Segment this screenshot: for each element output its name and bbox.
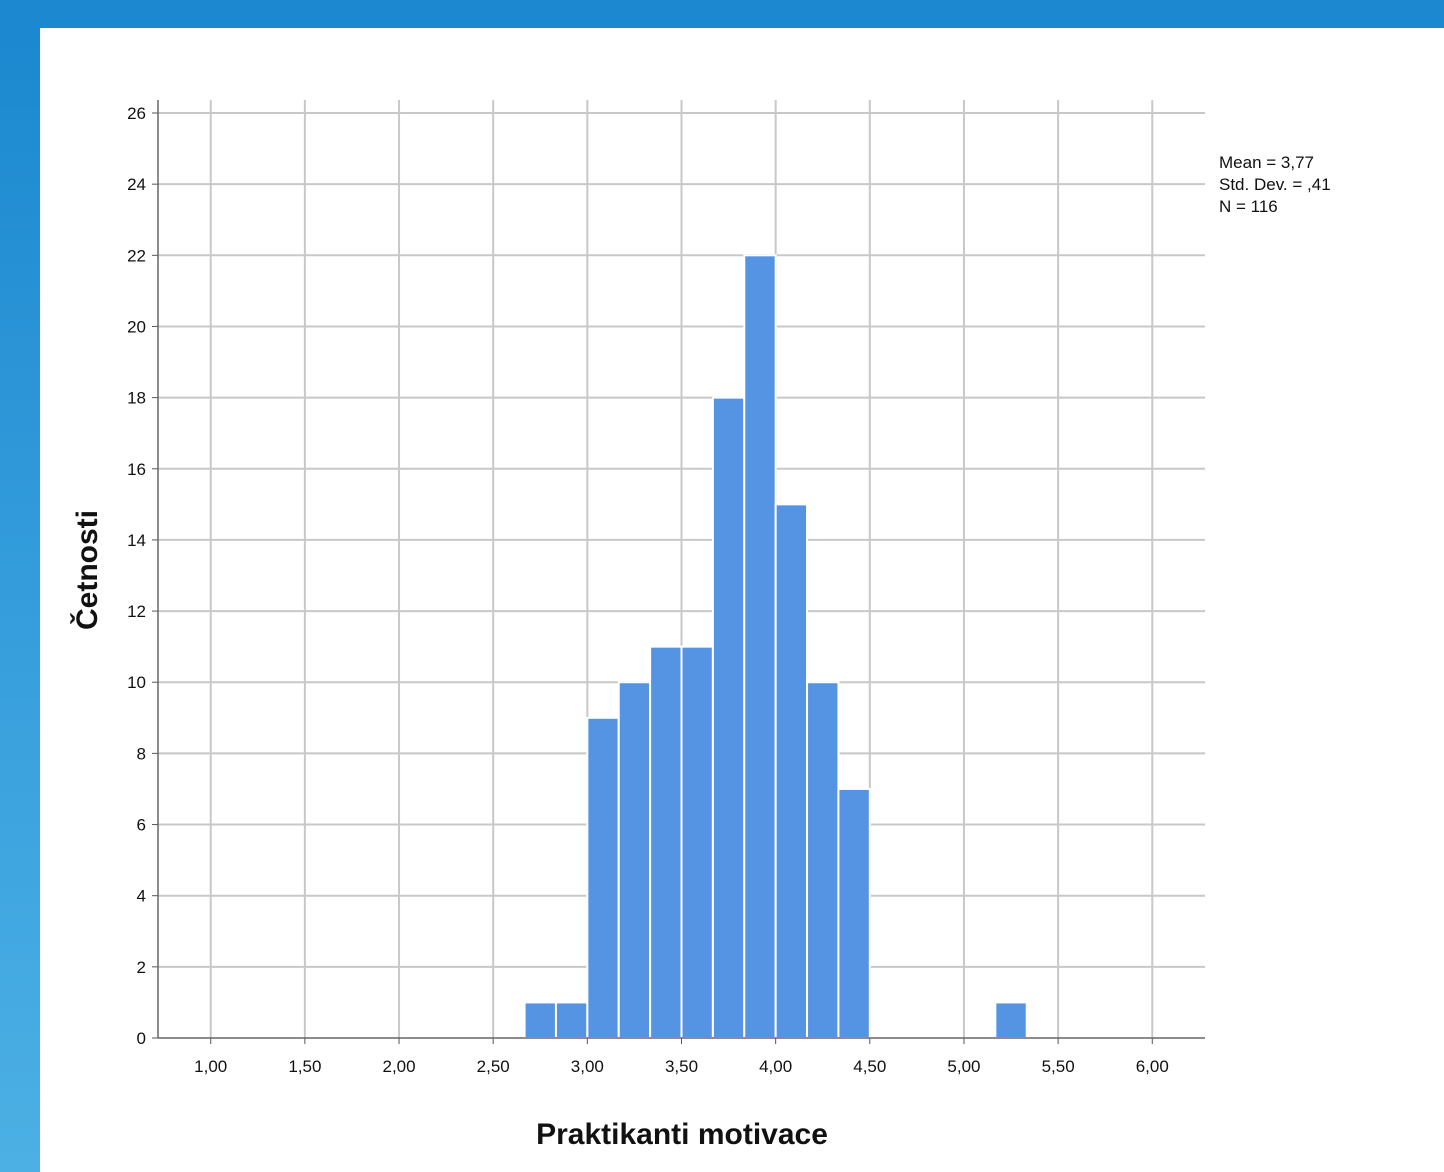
x-tick-labels: 1,00 1,50 2,00 2,50 3,00 3,50 4,00 4,50 5,00 5,50… (194, 1057, 1169, 1076)
x-tick-label: 6,00 (1136, 1057, 1169, 1076)
stats-std-dev: Std. Dev. = ,41 (1219, 175, 1331, 194)
histogram-bar (995, 1002, 1026, 1038)
y-axis-title: Četnosti (70, 510, 104, 630)
y-tick-label: 22 (127, 246, 146, 265)
stats-mean: Mean = 3,77 (1219, 153, 1314, 172)
y-tick-label: 4 (137, 887, 146, 906)
x-tick-label: 3,50 (665, 1057, 698, 1076)
histogram-bar (713, 398, 744, 1038)
histogram-bar (682, 647, 713, 1038)
y-tick-label: 8 (137, 744, 146, 763)
y-tick-label: 16 (127, 460, 146, 479)
x-axis-title: Praktikanti motivace (536, 1118, 828, 1151)
histogram-bar (776, 504, 807, 1038)
histogram-bar (587, 718, 618, 1038)
y-tick-label: 12 (127, 602, 146, 621)
histogram-bar (807, 682, 838, 1038)
x-tick-label: 5,00 (947, 1057, 980, 1076)
histogram-bar (650, 647, 681, 1038)
y-tick-label: 14 (127, 531, 146, 550)
y-tick-label: 20 (127, 317, 146, 336)
x-tick-label: 5,50 (1042, 1057, 1075, 1076)
histogram-bar (619, 682, 650, 1038)
y-tick-label: 0 (137, 1029, 146, 1048)
stats-n: N = 116 (1219, 197, 1278, 216)
y-tick-label: 18 (127, 389, 146, 408)
x-tick-label: 1,00 (194, 1057, 227, 1076)
x-tick-label: 1,50 (288, 1057, 321, 1076)
x-tick-label: 4,50 (853, 1057, 886, 1076)
histogram-bars (525, 255, 1027, 1038)
x-tick-label: 2,50 (477, 1057, 510, 1076)
histogram-bar (744, 255, 775, 1038)
y-tick-label: 26 (127, 104, 146, 123)
y-tick-label: 2 (137, 958, 146, 977)
y-tick-label: 24 (127, 175, 146, 194)
histogram-bar (556, 1002, 587, 1038)
y-tick-label: 6 (137, 816, 146, 835)
y-tick-label: 10 (127, 673, 146, 692)
x-tick-label: 4,00 (759, 1057, 792, 1076)
histogram-bar (525, 1002, 556, 1038)
x-tick-label: 2,00 (382, 1057, 415, 1076)
histogram-bar (838, 789, 869, 1038)
stats-box: Mean = 3,77 Std. Dev. = ,41 N = 116 (1219, 153, 1331, 216)
x-tick-label: 3,00 (571, 1057, 604, 1076)
